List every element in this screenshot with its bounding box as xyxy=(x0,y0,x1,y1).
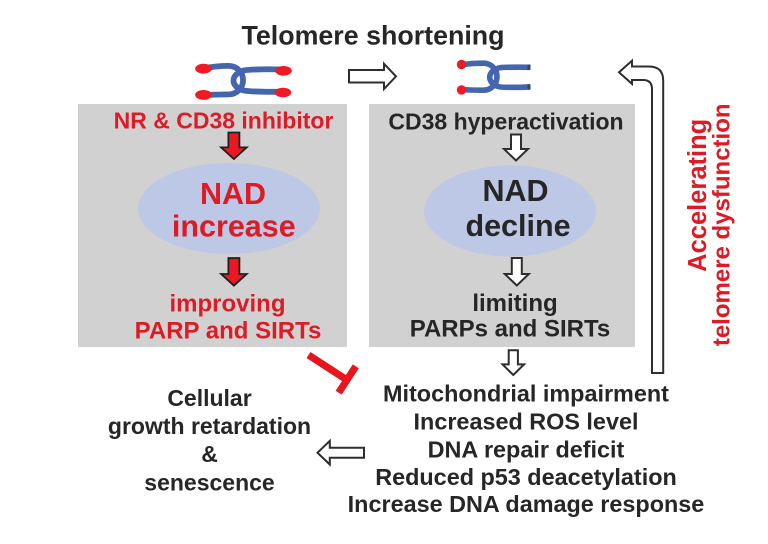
svg-text:Mitochondrial impairment: Mitochondrial impairment xyxy=(383,381,669,407)
svg-text:Cellular: Cellular xyxy=(167,385,251,411)
svg-text:&: & xyxy=(201,441,218,467)
svg-text:increase: increase xyxy=(172,210,296,244)
svg-text:senescence: senescence xyxy=(144,469,274,495)
svg-text:PARP and SIRTs: PARP and SIRTs xyxy=(135,318,322,345)
svg-text:Reduced p53 deacetylation: Reduced p53 deacetylation xyxy=(375,464,677,490)
svg-text:decline: decline xyxy=(465,209,570,243)
svg-text:NAD: NAD xyxy=(200,177,266,211)
svg-text:growth retardation: growth retardation xyxy=(108,413,311,439)
svg-text:telomere dysfunction: telomere dysfunction xyxy=(709,103,736,346)
svg-text:DNA repair deficit: DNA repair deficit xyxy=(428,436,625,462)
svg-text:Telomere shortening: Telomere shortening xyxy=(241,21,504,51)
svg-text:improving: improving xyxy=(169,291,285,318)
svg-text:NAD: NAD xyxy=(482,174,548,208)
svg-text:NR & CD38 inhibitor: NR & CD38 inhibitor xyxy=(114,108,334,134)
svg-text:Increased ROS level: Increased ROS level xyxy=(414,408,639,434)
svg-text:Increase DNA damage response: Increase DNA damage response xyxy=(348,491,705,517)
svg-text:CD38 hyperactivation: CD38 hyperactivation xyxy=(388,109,623,135)
svg-text:limiting: limiting xyxy=(472,290,557,317)
svg-text:Accelerating: Accelerating xyxy=(684,119,712,272)
svg-text:PARPs and SIRTs: PARPs and SIRTs xyxy=(410,316,610,343)
